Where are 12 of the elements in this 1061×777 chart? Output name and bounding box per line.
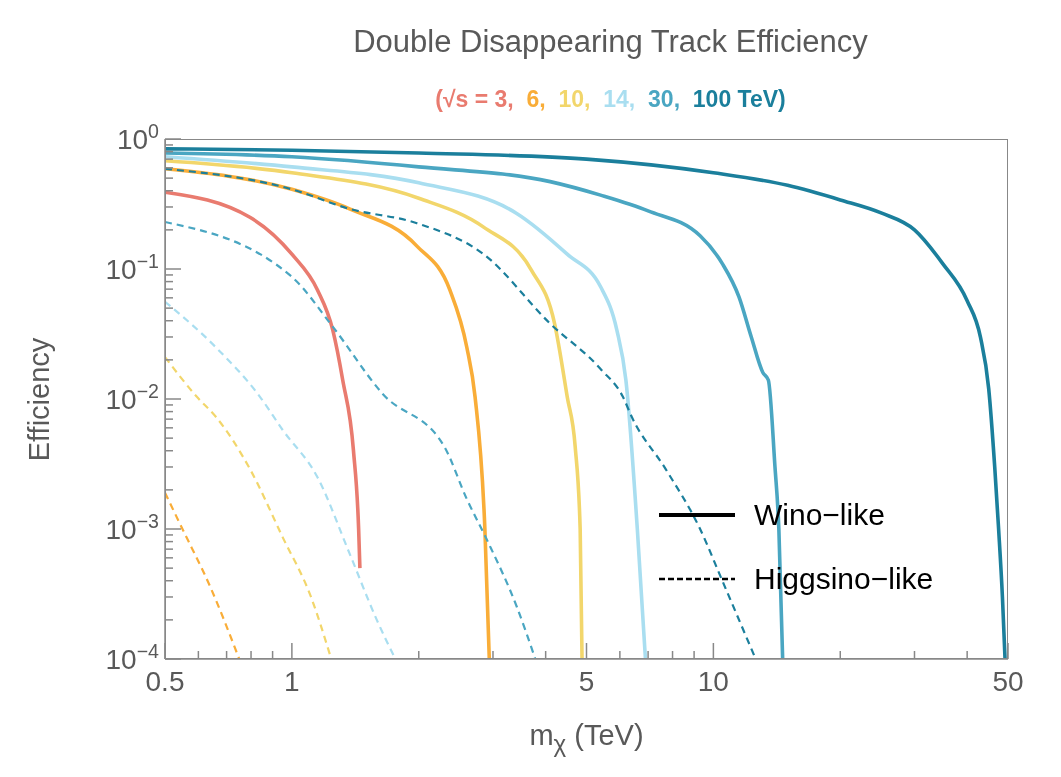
x-tick-label: 1	[284, 666, 300, 697]
x-tick-label: 10	[697, 666, 729, 697]
y-tick-label: 10$^{−3}$	[105, 510, 160, 545]
x-tick-label: 50	[992, 666, 1024, 697]
y-axis-title: Efficiency	[23, 337, 57, 461]
text: (√s = 3, 6, 10, 14, 30, 100 TeV)	[435, 86, 786, 112]
x-tick-label: 5	[578, 666, 595, 697]
y-tick-label: 10$^{−2}$	[105, 380, 159, 415]
y-tick-label: 10$^{0}$	[116, 120, 160, 155]
chart-title: Double Disappearing Track Efficiency	[352, 24, 869, 60]
y-tick-label: 10$^{−1}$	[105, 250, 159, 285]
x-axis-title: m$_{χ}$ (TeV)	[528, 719, 645, 758]
